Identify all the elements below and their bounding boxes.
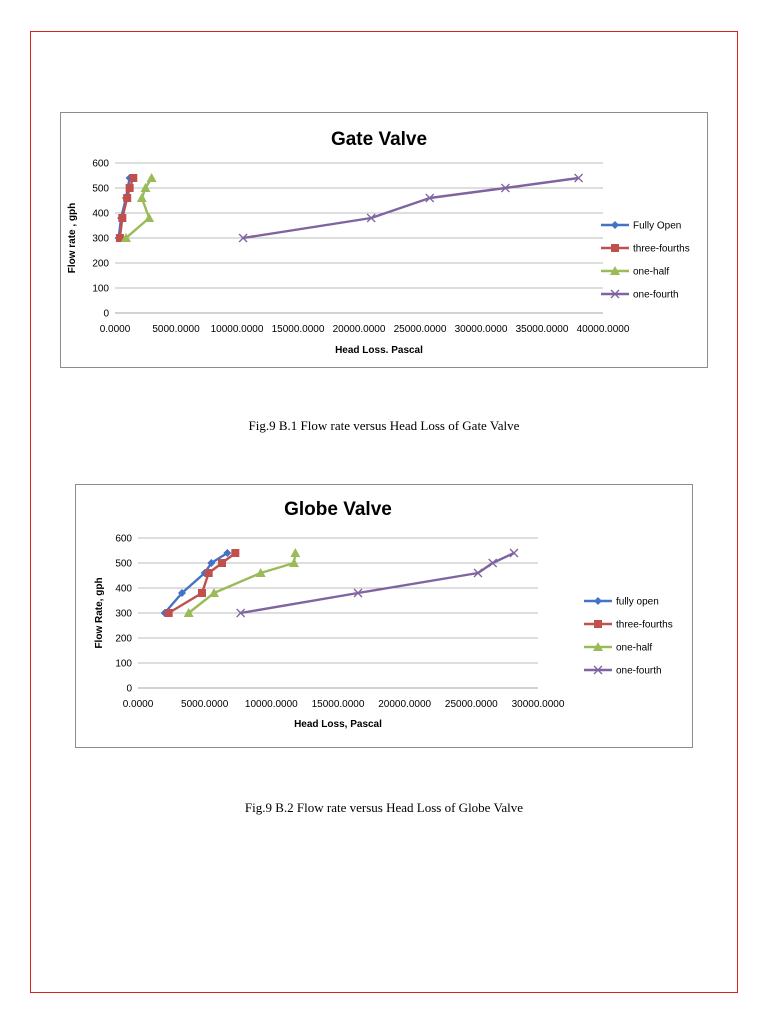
x-tick-label: 20000.0000 bbox=[333, 324, 386, 335]
x-tick-label: 35000.0000 bbox=[516, 324, 569, 335]
data-point bbox=[115, 234, 124, 242]
data-point bbox=[178, 589, 186, 597]
y-tick-label: 100 bbox=[115, 659, 132, 670]
data-point bbox=[146, 173, 157, 182]
data-point bbox=[223, 549, 232, 557]
data-point bbox=[509, 548, 519, 558]
chart-title: Globe Valve bbox=[284, 499, 392, 520]
data-point bbox=[218, 559, 226, 567]
data-point bbox=[209, 588, 219, 597]
legend-label: one-half bbox=[616, 643, 652, 654]
y-tick-label: 400 bbox=[115, 584, 132, 595]
data-point bbox=[473, 568, 483, 578]
y-tick-label: 100 bbox=[92, 284, 109, 295]
legend-label: one-half bbox=[633, 267, 669, 278]
gate-valve-chart: Gate Valve 0 100 200 300 400 500 600 0.0000 5000.… bbox=[60, 112, 708, 368]
x-axis-label: Head Loss. Pascal bbox=[335, 345, 423, 356]
x-tick-label: 5000.0000 bbox=[152, 324, 200, 335]
chart-title: Gate Valve bbox=[331, 129, 427, 150]
data-point bbox=[574, 173, 584, 183]
legend-marker bbox=[593, 642, 603, 651]
data-point bbox=[118, 214, 127, 222]
data-point bbox=[289, 558, 299, 567]
x-tick-label: 10000.0000 bbox=[211, 324, 264, 335]
y-tick-label: 600 bbox=[92, 159, 109, 170]
legend-label: one-fourth bbox=[616, 666, 662, 677]
series-line-4 bbox=[242, 176, 579, 240]
legend-marker bbox=[594, 597, 602, 605]
x-tick-label: 25000.0000 bbox=[394, 324, 447, 335]
x-tick-label: 20000.0000 bbox=[378, 699, 431, 710]
legend-label: three-fourths bbox=[633, 244, 690, 255]
x-tick-label: 25000.0000 bbox=[445, 699, 498, 710]
x-axis-label: Head Loss, Pascal bbox=[294, 719, 382, 730]
legend-marker bbox=[594, 620, 602, 628]
data-point bbox=[500, 183, 510, 193]
data-point bbox=[125, 184, 134, 192]
legend-marker bbox=[611, 221, 619, 229]
series-line-1 bbox=[163, 551, 228, 614]
data-point bbox=[140, 183, 151, 192]
y-tick-label: 200 bbox=[92, 259, 109, 270]
x-tick-label: 0.0000 bbox=[100, 324, 131, 335]
x-tick-label: 10000.0000 bbox=[245, 699, 298, 710]
data-point bbox=[129, 174, 138, 182]
globe-valve-chart: Globe Valve 0 100 200 300 400 500 600 0.0000 5000… bbox=[75, 484, 693, 748]
x-tick-label: 15000.0000 bbox=[312, 699, 365, 710]
y-tick-label: 500 bbox=[92, 184, 109, 195]
data-point bbox=[144, 213, 155, 222]
legend-label: three-fourths bbox=[616, 620, 673, 631]
data-point bbox=[236, 608, 246, 618]
data-point bbox=[198, 589, 206, 597]
y-tick-label: 300 bbox=[115, 609, 132, 620]
data-point bbox=[136, 193, 147, 202]
series-line-4 bbox=[240, 551, 515, 615]
y-tick-label: 500 bbox=[115, 559, 132, 570]
data-point bbox=[204, 569, 213, 577]
page-border bbox=[30, 31, 738, 993]
y-tick-label: 300 bbox=[92, 234, 109, 245]
globe-valve-caption: Fig.9 B.2 Flow rate versus Head Loss of … bbox=[244, 800, 524, 815]
data-point bbox=[290, 548, 301, 557]
x-tick-label: 5000.0000 bbox=[181, 699, 229, 710]
legend-marker bbox=[610, 266, 620, 275]
legend-label: fully open bbox=[616, 597, 659, 608]
data-point bbox=[366, 213, 376, 223]
y-axis-label: Flow rate , gph bbox=[67, 203, 78, 274]
x-tick-label: 0.0000 bbox=[123, 699, 154, 710]
x-tick-label: 15000.0000 bbox=[272, 324, 325, 335]
data-point bbox=[120, 233, 131, 242]
y-tick-label: 200 bbox=[115, 634, 132, 645]
legend-marker bbox=[593, 665, 603, 675]
y-tick-label: 600 bbox=[115, 534, 132, 545]
data-point bbox=[255, 568, 266, 577]
gate-valve-caption: Fig.9 B.1 Flow rate versus Head Loss of … bbox=[248, 418, 520, 433]
x-tick-label: 30000.0000 bbox=[512, 699, 565, 710]
x-tick-label: 40000.0000 bbox=[577, 324, 630, 335]
legend-label: Fully Open bbox=[633, 221, 681, 232]
y-tick-label: 0 bbox=[126, 684, 132, 695]
data-point bbox=[183, 608, 194, 617]
y-tick-label: 400 bbox=[92, 209, 109, 220]
globe-valve-chart-svg: Globe Valve 0 100 200 300 400 500 600 0.0000 5000… bbox=[94, 499, 673, 730]
x-tick-label: 30000.0000 bbox=[455, 324, 508, 335]
legend-label: one-fourth bbox=[633, 290, 679, 301]
legend-marker bbox=[611, 244, 619, 252]
data-point bbox=[207, 559, 216, 567]
y-axis-label: Flow Rate, gph bbox=[94, 577, 105, 648]
gate-valve-chart-svg: Gate Valve 0 100 200 300 400 500 600 0.0000 5000.… bbox=[67, 129, 690, 356]
data-point bbox=[488, 558, 498, 568]
data-point bbox=[353, 588, 363, 598]
data-point bbox=[238, 233, 248, 243]
data-point bbox=[164, 609, 173, 617]
data-point bbox=[425, 193, 435, 203]
data-point bbox=[123, 194, 132, 202]
legend-marker bbox=[610, 289, 620, 299]
data-point bbox=[231, 549, 240, 557]
y-tick-label: 0 bbox=[103, 309, 109, 320]
